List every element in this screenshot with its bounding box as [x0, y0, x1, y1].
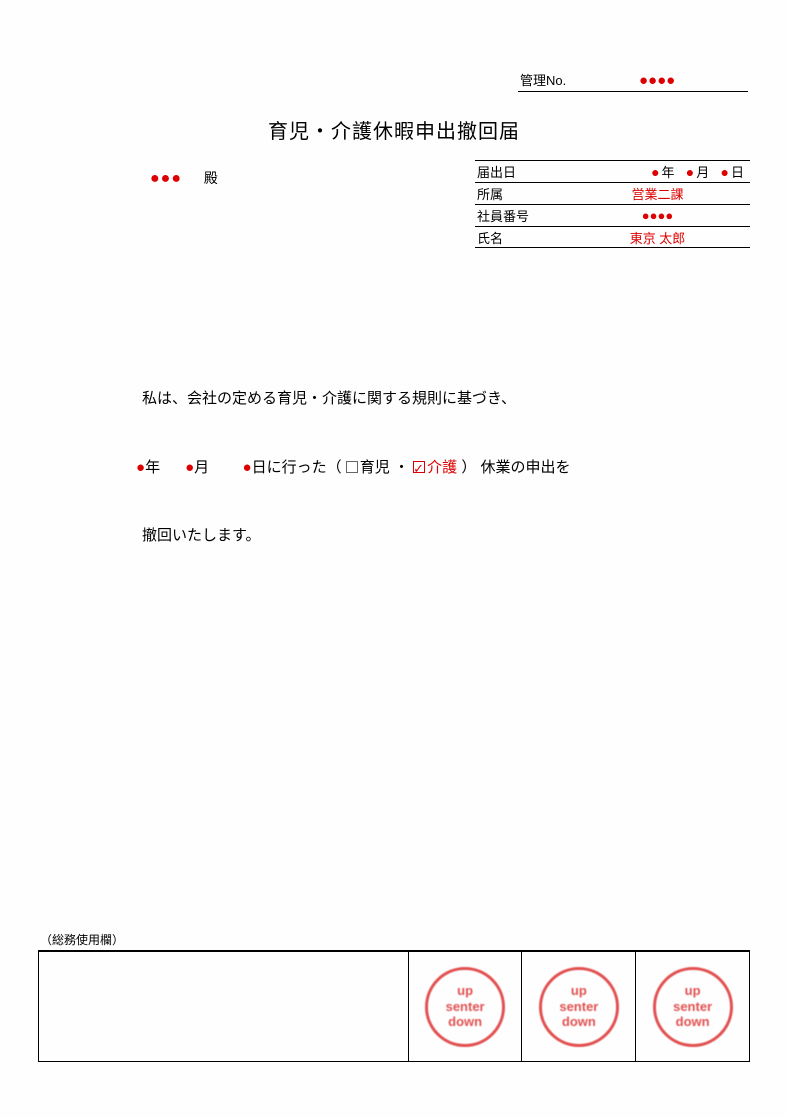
seal-line-3: down	[562, 1014, 596, 1030]
approval-stamp-cell-1: up senter down	[408, 952, 522, 1062]
approval-stamp-cell-2: up senter down	[522, 952, 636, 1062]
document-page: 管理No. ●●●● 育児・介護休暇申出撤回届 ●●● 殿 届出日 ●年 ●月 …	[0, 0, 788, 1117]
footer-section-label: 総務使用欄	[38, 931, 750, 951]
info-row-date: 届出日 ●年 ●月 ●日	[475, 160, 750, 182]
recipient-line: ●●● 殿	[150, 168, 218, 188]
body-line-1: 私は、会社の定める育児・介護に関する規則に基づき、	[142, 385, 708, 414]
document-title: 育児・介護休暇申出撤回届	[0, 115, 788, 144]
info-label-name: 氏名	[475, 228, 565, 247]
body-line-2-tail: ） 休業の申出を	[461, 459, 570, 476]
seal-icon: up senter down	[539, 967, 619, 1047]
info-label-date: 届出日	[475, 162, 565, 181]
info-value-employee-id: ●●●●	[565, 208, 750, 223]
seal-line-1: up	[457, 983, 473, 999]
body-day-mark: ●	[243, 459, 252, 476]
info-value-date: ●年 ●月 ●日	[565, 162, 750, 181]
applicant-info-table: 届出日 ●年 ●月 ●日 所属 営業二課 社員番号 ●●●● 氏名 東京 太郎	[475, 160, 750, 248]
info-label-employee-id: 社員番号	[475, 206, 565, 225]
body-day-tail: 日に行った（	[252, 459, 342, 476]
option-separator: ・	[394, 459, 413, 476]
body-year-mark: ●	[136, 459, 145, 476]
management-number-value: ●●●●	[566, 72, 748, 89]
body-month-unit: 月	[194, 459, 209, 476]
management-number-field: 管理No. ●●●●	[518, 70, 748, 92]
option-nursing: 介護	[427, 459, 457, 476]
approval-memo-cell	[39, 952, 409, 1062]
month-mark: ●	[686, 164, 694, 180]
seal-icon: up senter down	[425, 967, 505, 1047]
info-value-department: 営業二課	[565, 184, 750, 203]
day-unit: 日	[731, 162, 744, 181]
checkbox-childcare-icon	[346, 461, 358, 473]
seal-line-2: senter	[446, 999, 485, 1015]
seal-icon: up senter down	[653, 967, 733, 1047]
info-value-name: 東京 太郎	[565, 228, 750, 247]
seal-line-2: senter	[559, 999, 598, 1015]
info-label-department: 所属	[475, 184, 565, 203]
recipient-suffix: 殿	[204, 170, 218, 186]
year-mark: ●	[651, 164, 659, 180]
management-number-label: 管理No.	[518, 70, 566, 89]
option-childcare: 育児	[360, 459, 390, 476]
approval-stamp-cell-3: up senter down	[636, 952, 750, 1062]
body-month-mark: ●	[185, 459, 194, 476]
seal-line-1: up	[685, 983, 701, 999]
seal-line-1: up	[571, 983, 587, 999]
seal-line-3: down	[676, 1014, 710, 1030]
body-text: 私は、会社の定める育児・介護に関する規則に基づき、 ●年 ●月 ●日に行った（ …	[142, 385, 708, 551]
day-mark: ●	[721, 164, 729, 180]
info-row-department: 所属 営業二課	[475, 182, 750, 204]
info-row-name: 氏名 東京 太郎	[475, 226, 750, 248]
body-line-2: ●年 ●月 ●日に行った（ 育児 ・ 介護 ） 休業の申出を	[136, 454, 708, 483]
footer-area: 総務使用欄 up senter down up senter	[38, 931, 750, 1062]
recipient-placeholder: ●●●	[150, 170, 182, 187]
info-row-employee-id: 社員番号 ●●●●	[475, 204, 750, 226]
seal-line-3: down	[448, 1014, 482, 1030]
seal-line-2: senter	[673, 999, 712, 1015]
approval-stamp-table: up senter down up senter down	[38, 951, 750, 1062]
body-year-unit: 年	[145, 459, 160, 476]
body-line-3: 撤回いたします。	[142, 522, 708, 551]
month-unit: 月	[696, 162, 709, 181]
year-unit: 年	[662, 162, 675, 181]
checkbox-nursing-icon	[413, 461, 425, 473]
